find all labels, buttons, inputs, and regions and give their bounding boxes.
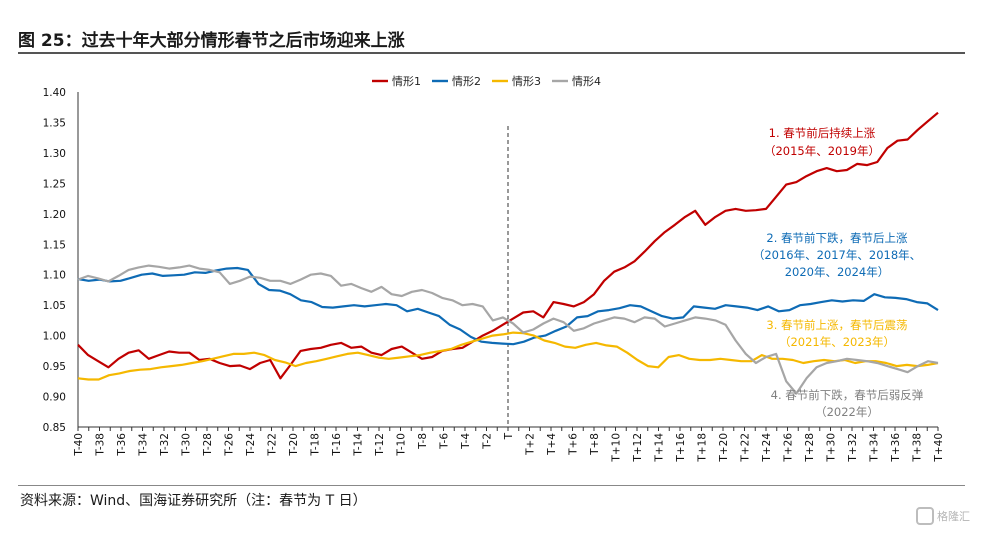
x-tick-label: T xyxy=(503,432,515,440)
x-tick-label: T+26 xyxy=(783,433,795,463)
annotation-text: 4. 春节前下跌，春节后弱反弹 xyxy=(771,388,924,402)
source-note: 资料来源：Wind、国海证券研究所（注：春节为 T 日） xyxy=(20,493,367,509)
annotation-text: 3. 春节前上涨，春节后震荡 xyxy=(766,318,907,332)
x-tick-label: T+38 xyxy=(912,433,924,463)
source-divider xyxy=(18,485,965,486)
x-tick-label: T-40 xyxy=(73,433,85,457)
y-tick-label: 1.15 xyxy=(43,239,66,251)
x-tick-label: T-36 xyxy=(116,433,128,457)
x-tick-label: T-24 xyxy=(245,433,257,457)
x-tick-label: T+6 xyxy=(568,433,580,456)
x-tick-label: T+20 xyxy=(718,433,730,463)
legend-label: 情形4 xyxy=(572,75,601,88)
x-tick-label: T-16 xyxy=(331,433,343,457)
x-axis: T-40 T-38 T-36 T-34 T-32 T-30 T-28 T-26 T-24 T-22… xyxy=(73,126,945,463)
annotation-text: （2022年） xyxy=(815,405,879,419)
x-tick-label: T+16 xyxy=(675,433,687,463)
x-tick-label: T+22 xyxy=(740,433,752,463)
x-tick-label: T+30 xyxy=(826,433,838,463)
legend-label: 情形2 xyxy=(452,75,481,88)
x-tick-label: T+34 xyxy=(869,433,881,463)
watermark-text: 格隆汇 xyxy=(937,510,970,523)
series-line-情形2 xyxy=(77,266,939,346)
x-tick-label: T-26 xyxy=(224,433,236,457)
annotation-text: （2015年、2019年） xyxy=(764,144,880,158)
legend-label: 情形3 xyxy=(512,75,541,88)
x-tick-label: T+8 xyxy=(589,433,601,456)
y-tick-label: 0.90 xyxy=(43,392,66,404)
x-tick-label: T+40 xyxy=(933,433,945,463)
x-tick-label: T-8 xyxy=(417,433,429,450)
x-tick-label: T-2 xyxy=(482,433,494,450)
x-tick-label: T+18 xyxy=(697,433,709,463)
x-tick-label: T+2 xyxy=(525,433,537,456)
x-tick-label: T-6 xyxy=(439,433,451,450)
watermark-icon xyxy=(916,507,934,525)
x-tick-label: T-38 xyxy=(95,433,107,457)
x-tick-label: T+24 xyxy=(761,433,773,463)
title-divider xyxy=(18,52,965,54)
watermark-logo: 格隆汇 xyxy=(916,505,972,527)
x-tick-label: T-32 xyxy=(159,433,171,457)
annotations: 1. 春节前后持续上涨 （2015年、2019年） 2. 春节前下跌，春节后上涨 （2… xyxy=(753,126,924,419)
annotation-text: 2. 春节前下跌，春节后上涨 xyxy=(766,231,908,245)
figure-title: 图 25：过去十年大部分情形春节之后市场迎来上涨 xyxy=(18,31,405,51)
series-lines xyxy=(77,111,939,395)
y-tick-label: 1.40 xyxy=(43,87,66,99)
legend: 情形1 情形2 情形3 情形4 xyxy=(372,75,601,88)
x-tick-label: T-10 xyxy=(396,433,408,457)
annotation-text: 2020年、2024年） xyxy=(785,265,890,279)
y-tick-label: 0.85 xyxy=(43,422,66,434)
y-tick-label: 1.30 xyxy=(43,148,66,160)
x-tick-label: T-30 xyxy=(181,433,193,457)
series-line-情形3 xyxy=(77,331,939,381)
x-tick-label: T+36 xyxy=(890,433,902,463)
x-tick-label: T-14 xyxy=(353,433,365,457)
annotation-text: 1. 春节前后持续上涨 xyxy=(769,126,876,140)
x-tick-label: T+32 xyxy=(847,433,859,463)
x-tick-label: T-4 xyxy=(460,433,472,450)
x-tick-label: T-22 xyxy=(267,433,279,457)
y-tick-label: 1.00 xyxy=(43,331,66,343)
x-tick-label: T+14 xyxy=(654,433,666,463)
y-tick-label: 1.25 xyxy=(43,178,66,190)
y-tick-label: 1.10 xyxy=(43,270,66,282)
y-tick-label: 1.05 xyxy=(43,300,66,312)
legend-label: 情形1 xyxy=(392,75,421,88)
y-tick-label: 0.95 xyxy=(43,361,66,373)
x-tick-label: T-20 xyxy=(288,433,300,457)
x-tick-label: T-34 xyxy=(138,433,150,457)
annotation-text: （2016年、2017年、2018年、 xyxy=(753,248,921,262)
annotation-text: （2021年、2023年） xyxy=(779,335,895,349)
y-tick-label: 1.35 xyxy=(43,117,66,129)
x-tick-label: T+10 xyxy=(611,433,623,463)
y-tick-label: 1.20 xyxy=(43,209,66,221)
series-line-情形4 xyxy=(77,264,939,395)
x-tick-label: T+12 xyxy=(632,433,644,463)
x-tick-label: T+28 xyxy=(804,433,816,463)
y-axis: 1.40 1.35 1.30 1.25 1.20 1.15 1.10 1.05 1.00 0.95… xyxy=(43,87,79,434)
x-tick-label: T+4 xyxy=(546,433,558,456)
x-tick-label: T-18 xyxy=(310,433,322,457)
x-tick-label: T-12 xyxy=(374,433,386,457)
x-tick-label: T-28 xyxy=(202,433,214,457)
